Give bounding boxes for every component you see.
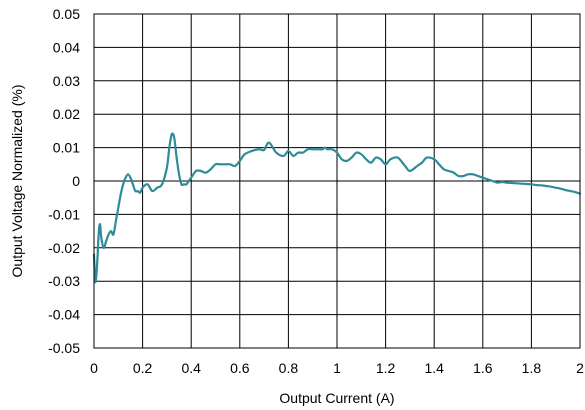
x-tick-label: 2	[576, 360, 584, 376]
x-tick-label: 1.2	[376, 360, 396, 376]
grid	[93, 13, 581, 349]
x-tick-label: 1.8	[522, 360, 542, 376]
y-tick-label: -0.02	[48, 240, 80, 256]
series-group	[92, 132, 582, 284]
y-tick-label: 0	[72, 173, 80, 189]
x-tick-label: 0.6	[230, 360, 250, 376]
x-tick-label: 1.6	[473, 360, 493, 376]
x-tick-label: 0	[90, 360, 98, 376]
y-tick-label: 0.04	[53, 39, 80, 55]
x-tick-label: 1	[333, 360, 341, 376]
y-tick-label: -0.01	[48, 206, 80, 222]
x-tick-label: 1.4	[424, 360, 444, 376]
y-tick-label: 0.05	[53, 6, 80, 22]
series-line	[92, 132, 582, 284]
y-tick-label: -0.05	[48, 340, 80, 356]
y-tick-label: 0.01	[53, 140, 80, 156]
x-tick-label: 0.4	[181, 360, 201, 376]
x-tick-label: 0.8	[279, 360, 299, 376]
y-tick-label: 0.03	[53, 73, 80, 89]
x-axis-tick-labels: 0 0.2 0.4 0.6 0.8 1 1.2 1.4 1.6 1.8 2	[90, 360, 584, 376]
x-tick-label: 0.2	[133, 360, 153, 376]
x-axis-title: Output Current (A)	[279, 390, 394, 406]
y-tick-label: -0.03	[48, 273, 80, 289]
y-tick-label: 0.02	[53, 106, 80, 122]
y-tick-label: -0.04	[48, 307, 80, 323]
plot-area-frame	[93, 13, 581, 349]
y-axis-tick-labels: -0.05 -0.04 -0.03 -0.02 -0.01 0 0.01 0.02 0.03 0.…	[48, 6, 80, 356]
y-axis-title: Output Voltage Normalized (%)	[9, 85, 25, 278]
